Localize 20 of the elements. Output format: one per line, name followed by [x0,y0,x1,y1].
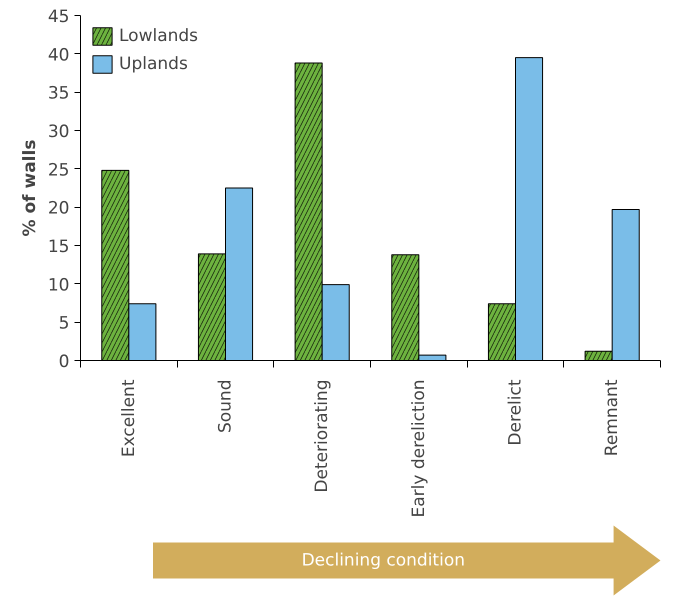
x-tick-label: Sound [216,379,236,434]
y-tick-label: 10 [48,275,70,296]
y-tick-label: 5 [58,314,70,334]
text: Declining condition [302,550,466,570]
x-tick-label: Early dereliction [408,379,429,518]
x-tick-label: Derelict [506,379,526,446]
x-tick-label: Remnant [602,379,622,456]
y-tick-label: 40 [48,45,70,66]
y-tick-label: 45 [48,7,70,27]
y-tick-label: 25 [48,160,70,180]
y-tick-label: 15 [48,237,70,257]
x-tick-label: Deteriorating [312,379,332,493]
x-tick-label: Excellent [118,379,139,458]
legend-label: Uplands [119,54,188,74]
y-axis-title: % of walls [20,140,40,236]
y-tick-label: 35 [48,84,70,104]
y-tick-label: 20 [48,198,70,219]
y-tick-label: 0 [58,352,70,372]
legend-label: Lowlands [119,26,198,46]
y-tick-label: 30 [48,122,70,142]
